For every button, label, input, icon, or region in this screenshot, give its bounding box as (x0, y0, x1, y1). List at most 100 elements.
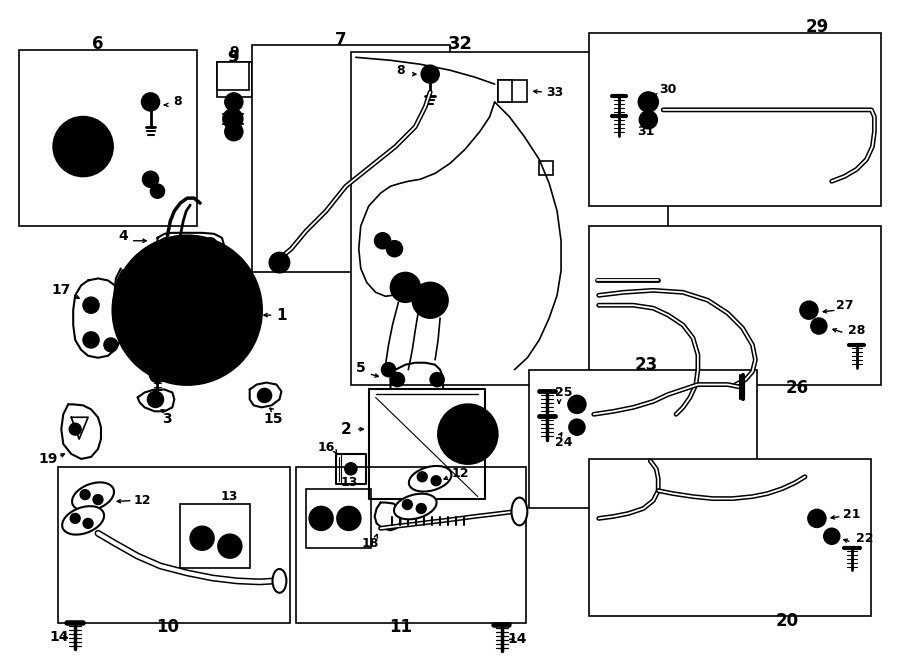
Circle shape (639, 111, 657, 129)
Text: 32: 32 (447, 36, 473, 54)
Text: 25: 25 (555, 386, 572, 399)
Bar (19, 50, 197, 226)
Text: 1: 1 (276, 307, 287, 323)
Text: 18: 18 (362, 537, 380, 550)
Circle shape (374, 233, 391, 249)
Circle shape (66, 129, 101, 165)
Ellipse shape (511, 498, 527, 525)
Circle shape (425, 69, 435, 79)
Text: 10: 10 (156, 619, 179, 637)
Circle shape (568, 395, 586, 413)
Text: 12: 12 (451, 467, 469, 481)
Text: 8: 8 (173, 95, 182, 108)
Circle shape (159, 238, 174, 252)
Circle shape (811, 318, 827, 334)
Circle shape (269, 253, 290, 272)
Bar (498, 80, 512, 102)
Circle shape (152, 276, 222, 345)
Circle shape (450, 416, 486, 452)
Circle shape (179, 302, 195, 318)
Circle shape (391, 373, 404, 387)
Circle shape (345, 463, 356, 475)
Text: 9: 9 (228, 50, 238, 65)
Circle shape (808, 510, 826, 527)
Bar (180, 504, 249, 568)
Bar (589, 32, 881, 206)
Circle shape (310, 506, 333, 530)
Circle shape (438, 405, 498, 464)
Circle shape (83, 297, 99, 313)
Circle shape (828, 532, 836, 540)
Circle shape (225, 123, 243, 141)
Text: 8: 8 (396, 63, 405, 77)
Text: 24: 24 (555, 436, 572, 449)
Text: 21: 21 (842, 508, 860, 521)
Circle shape (190, 526, 214, 550)
Circle shape (146, 97, 156, 107)
Circle shape (141, 93, 159, 111)
Circle shape (196, 532, 208, 544)
Circle shape (402, 500, 412, 510)
Ellipse shape (62, 506, 104, 535)
Circle shape (337, 506, 361, 530)
Ellipse shape (409, 466, 452, 492)
Text: 15: 15 (264, 412, 284, 426)
Circle shape (147, 175, 155, 183)
Circle shape (142, 171, 158, 187)
Circle shape (93, 494, 103, 504)
Circle shape (76, 139, 91, 155)
Text: 9: 9 (229, 50, 239, 65)
Circle shape (149, 367, 166, 383)
Circle shape (104, 338, 118, 352)
Text: 4: 4 (118, 229, 128, 243)
Text: 20: 20 (776, 611, 798, 629)
Circle shape (430, 373, 444, 387)
Circle shape (224, 540, 236, 552)
Circle shape (132, 256, 242, 365)
Text: 9: 9 (229, 46, 238, 59)
Bar (306, 488, 371, 548)
Circle shape (150, 184, 165, 198)
Text: 6: 6 (92, 36, 104, 54)
Circle shape (418, 472, 428, 482)
Text: 16: 16 (318, 440, 335, 453)
Bar (589, 459, 871, 615)
Text: 28: 28 (848, 323, 865, 336)
Circle shape (800, 301, 818, 319)
Circle shape (412, 282, 448, 318)
Circle shape (148, 391, 164, 407)
Circle shape (203, 238, 217, 252)
Circle shape (431, 476, 441, 486)
Circle shape (421, 65, 439, 83)
Circle shape (70, 514, 80, 524)
Bar (589, 226, 881, 385)
Text: 11: 11 (389, 619, 412, 637)
Circle shape (379, 237, 386, 245)
Bar (498, 80, 527, 102)
Circle shape (223, 109, 243, 129)
Circle shape (573, 423, 580, 431)
Circle shape (257, 389, 272, 403)
Circle shape (644, 97, 653, 107)
Ellipse shape (273, 569, 286, 593)
Text: 27: 27 (836, 299, 853, 312)
Circle shape (644, 115, 652, 124)
Text: 29: 29 (806, 18, 829, 36)
Circle shape (417, 504, 427, 514)
Text: 12: 12 (134, 494, 151, 507)
Text: 14: 14 (508, 633, 527, 646)
Bar (351, 52, 668, 385)
Text: 13: 13 (340, 476, 357, 489)
Bar (217, 62, 248, 90)
Circle shape (315, 512, 327, 524)
Circle shape (112, 236, 262, 385)
Text: 19: 19 (39, 452, 58, 466)
Circle shape (804, 305, 814, 315)
Circle shape (460, 426, 476, 442)
Bar (252, 46, 450, 272)
Circle shape (638, 92, 658, 112)
Text: 3: 3 (163, 412, 172, 426)
Text: 13: 13 (220, 490, 238, 503)
Bar (296, 467, 526, 623)
Text: 30: 30 (660, 83, 677, 96)
